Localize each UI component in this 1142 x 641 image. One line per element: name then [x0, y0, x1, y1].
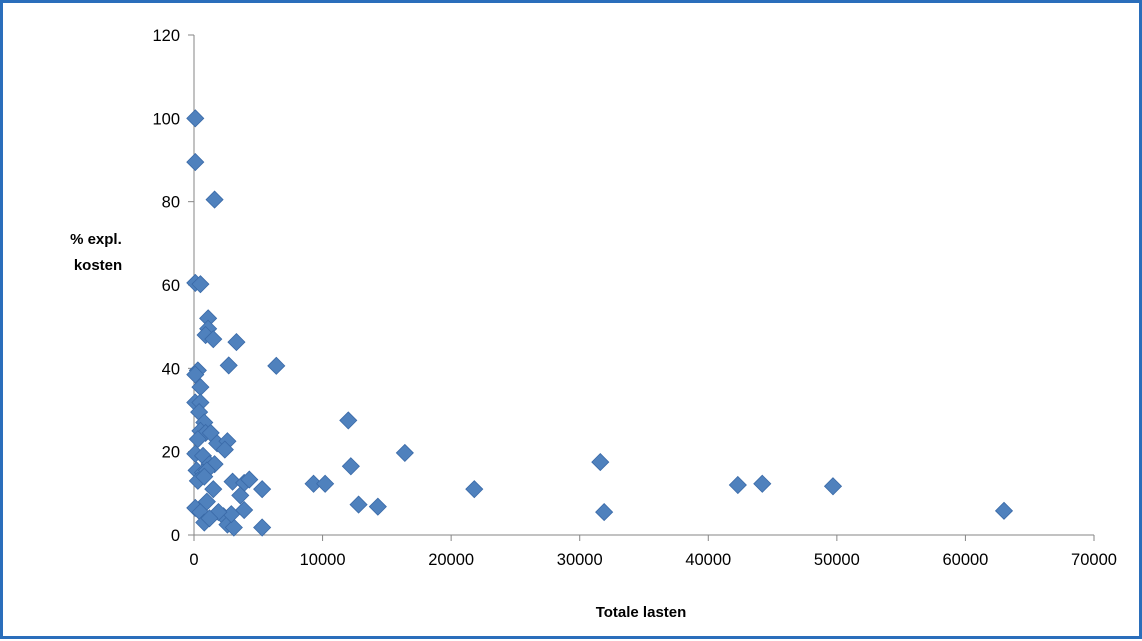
x-tick-label: 30000	[557, 551, 603, 569]
axes	[188, 35, 1094, 541]
y-tick-label: 80	[162, 194, 180, 212]
data-point	[268, 357, 285, 374]
data-point	[317, 475, 334, 492]
data-point	[396, 444, 413, 461]
x-tick-label: 20000	[428, 551, 474, 569]
data-point	[187, 110, 204, 127]
data-point	[187, 154, 204, 171]
data-points	[187, 110, 1013, 536]
y-tick-label: 0	[171, 527, 180, 545]
y-tick-label: 120	[152, 27, 180, 45]
y-tick-label: 100	[152, 110, 180, 128]
x-tick-label: 50000	[814, 551, 860, 569]
data-point	[340, 412, 357, 429]
data-point	[350, 496, 367, 513]
y-tick-label: 20	[162, 444, 180, 462]
x-tick-label: 10000	[300, 551, 346, 569]
data-point	[254, 519, 271, 536]
x-axis-title: Totale lasten	[596, 604, 687, 621]
x-tick-label: 0	[189, 551, 198, 569]
data-point	[342, 458, 359, 475]
data-point	[596, 504, 613, 521]
data-point	[228, 334, 245, 351]
data-point	[220, 357, 237, 374]
y-tick-label: 40	[162, 360, 180, 378]
scatter-chart: 0 20 40 60 80 100 120 0 10000 20000 30000 40000 5000…	[3, 3, 1139, 636]
tick-labels: 0 20 40 60 80 100 120 0 10000 20000 30000 40000 5000…	[152, 27, 1116, 569]
data-point	[254, 481, 271, 498]
data-point	[825, 478, 842, 495]
data-point	[466, 481, 483, 498]
data-point	[729, 477, 746, 494]
data-point	[206, 191, 223, 208]
data-point	[754, 475, 771, 492]
y-axis-title-line-1: % expl.	[70, 231, 122, 248]
data-point	[996, 502, 1013, 519]
y-axis-title: % expl. kosten	[70, 231, 126, 274]
x-tick-label: 40000	[685, 551, 731, 569]
x-tick-label: 60000	[942, 551, 988, 569]
y-tick-label: 60	[162, 277, 180, 295]
x-tick-label: 70000	[1071, 551, 1117, 569]
y-axis-title-line-2: kosten	[74, 257, 122, 274]
data-point	[369, 498, 386, 515]
data-point	[592, 454, 609, 471]
